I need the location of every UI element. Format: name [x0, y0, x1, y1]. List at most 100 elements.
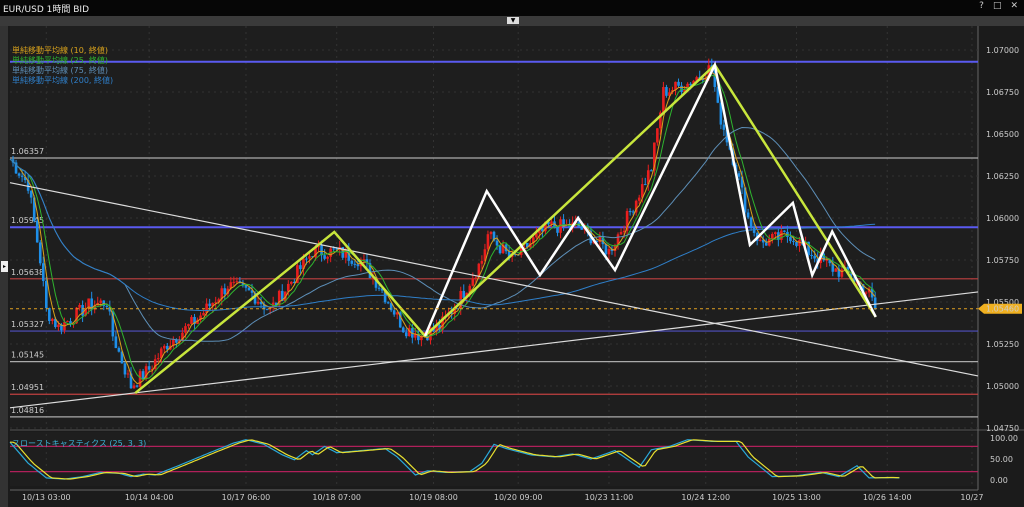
legend-sma-10: 単純移動平均線 (10, 終値) — [12, 46, 109, 55]
candle — [674, 81, 677, 91]
sma-line-10 — [9, 71, 876, 385]
candle — [653, 142, 656, 171]
candle — [114, 336, 118, 349]
close-icon[interactable]: ✕ — [1010, 1, 1018, 11]
candle — [72, 323, 75, 325]
candle — [686, 83, 689, 90]
horizontal-line-label: 1.05327 — [11, 320, 44, 329]
candle — [595, 240, 599, 243]
candle — [792, 241, 795, 243]
candle — [332, 248, 335, 250]
candle — [683, 89, 686, 92]
candle — [873, 297, 877, 309]
candle — [214, 302, 217, 304]
candle — [861, 284, 865, 294]
horizontal-line-label: 1.05638 — [11, 268, 44, 277]
candle — [637, 197, 641, 201]
candle — [235, 281, 239, 283]
candle — [495, 240, 499, 246]
trendline — [9, 291, 979, 409]
candle — [613, 244, 617, 252]
candle — [383, 290, 387, 303]
candle — [23, 176, 27, 181]
horizontal-line-label: 1.06357 — [11, 147, 44, 156]
candle — [220, 288, 224, 300]
candle — [453, 308, 456, 314]
candle — [489, 231, 493, 235]
candle — [640, 184, 644, 198]
candle — [75, 307, 78, 324]
candle — [414, 334, 417, 338]
candle — [208, 303, 211, 307]
candle — [525, 242, 529, 248]
candle — [656, 128, 659, 143]
horizontal-line-label: 1.05945 — [11, 216, 44, 225]
candle — [550, 221, 553, 225]
maximize-icon[interactable]: □ — [992, 1, 1002, 11]
candle — [90, 298, 93, 310]
candle — [580, 226, 584, 230]
candle — [259, 301, 263, 305]
candle — [244, 285, 248, 288]
candle — [519, 244, 523, 256]
sma-line-25 — [9, 74, 876, 381]
candle — [758, 239, 762, 241]
stochastic-tick-label: 50.00 — [990, 455, 1013, 464]
candle — [241, 282, 245, 286]
candle — [677, 81, 680, 86]
time-tick-label: 10/14 04:00 — [125, 493, 174, 502]
candle — [141, 371, 145, 379]
expand-panel-button[interactable]: ▸ — [1, 261, 8, 272]
candle — [274, 302, 278, 306]
candle — [111, 311, 115, 337]
candle — [646, 170, 650, 185]
stochastic-tick-label: 0.00 — [990, 476, 1008, 485]
candle — [135, 385, 139, 387]
legend-sma-75: 単純移動平均線 (75, 終値) — [12, 66, 109, 75]
candle — [607, 248, 611, 255]
candle — [326, 256, 329, 259]
candle — [54, 318, 57, 328]
candle — [41, 263, 45, 281]
candle — [250, 290, 254, 293]
candle — [668, 92, 671, 96]
candle — [350, 260, 354, 264]
time-tick-label: 10/26 14:00 — [863, 493, 912, 502]
candle — [441, 316, 444, 330]
candle — [456, 308, 459, 310]
candle — [598, 236, 602, 243]
price-tick-label: 1.05000 — [986, 382, 1019, 391]
candle — [365, 259, 369, 264]
collapse-toolbar-button[interactable]: ▼ — [507, 17, 519, 24]
candle — [392, 310, 396, 315]
candle — [798, 239, 801, 246]
candle — [99, 300, 103, 303]
price-tick-label: 1.06250 — [986, 172, 1019, 181]
time-tick-label: 10/18 07:00 — [312, 493, 361, 502]
candle — [825, 259, 829, 261]
candle — [504, 244, 508, 252]
candle — [287, 283, 290, 292]
candle — [837, 268, 841, 277]
candle — [368, 263, 372, 278]
candle — [29, 190, 33, 198]
candle — [538, 228, 541, 234]
candle — [695, 77, 698, 81]
candle — [156, 358, 160, 360]
candle — [226, 288, 230, 295]
candle — [749, 217, 753, 228]
candle — [559, 219, 562, 233]
candle — [662, 87, 665, 113]
candle — [622, 230, 626, 232]
candle — [172, 339, 175, 346]
candle — [162, 345, 166, 349]
candle — [474, 277, 478, 279]
candle — [199, 315, 202, 320]
help-icon[interactable]: ? — [979, 1, 984, 11]
price-tick-label: 1.06500 — [986, 130, 1019, 139]
candle — [205, 303, 208, 314]
candle — [386, 302, 390, 304]
candle — [650, 170, 653, 172]
candle — [69, 321, 72, 324]
